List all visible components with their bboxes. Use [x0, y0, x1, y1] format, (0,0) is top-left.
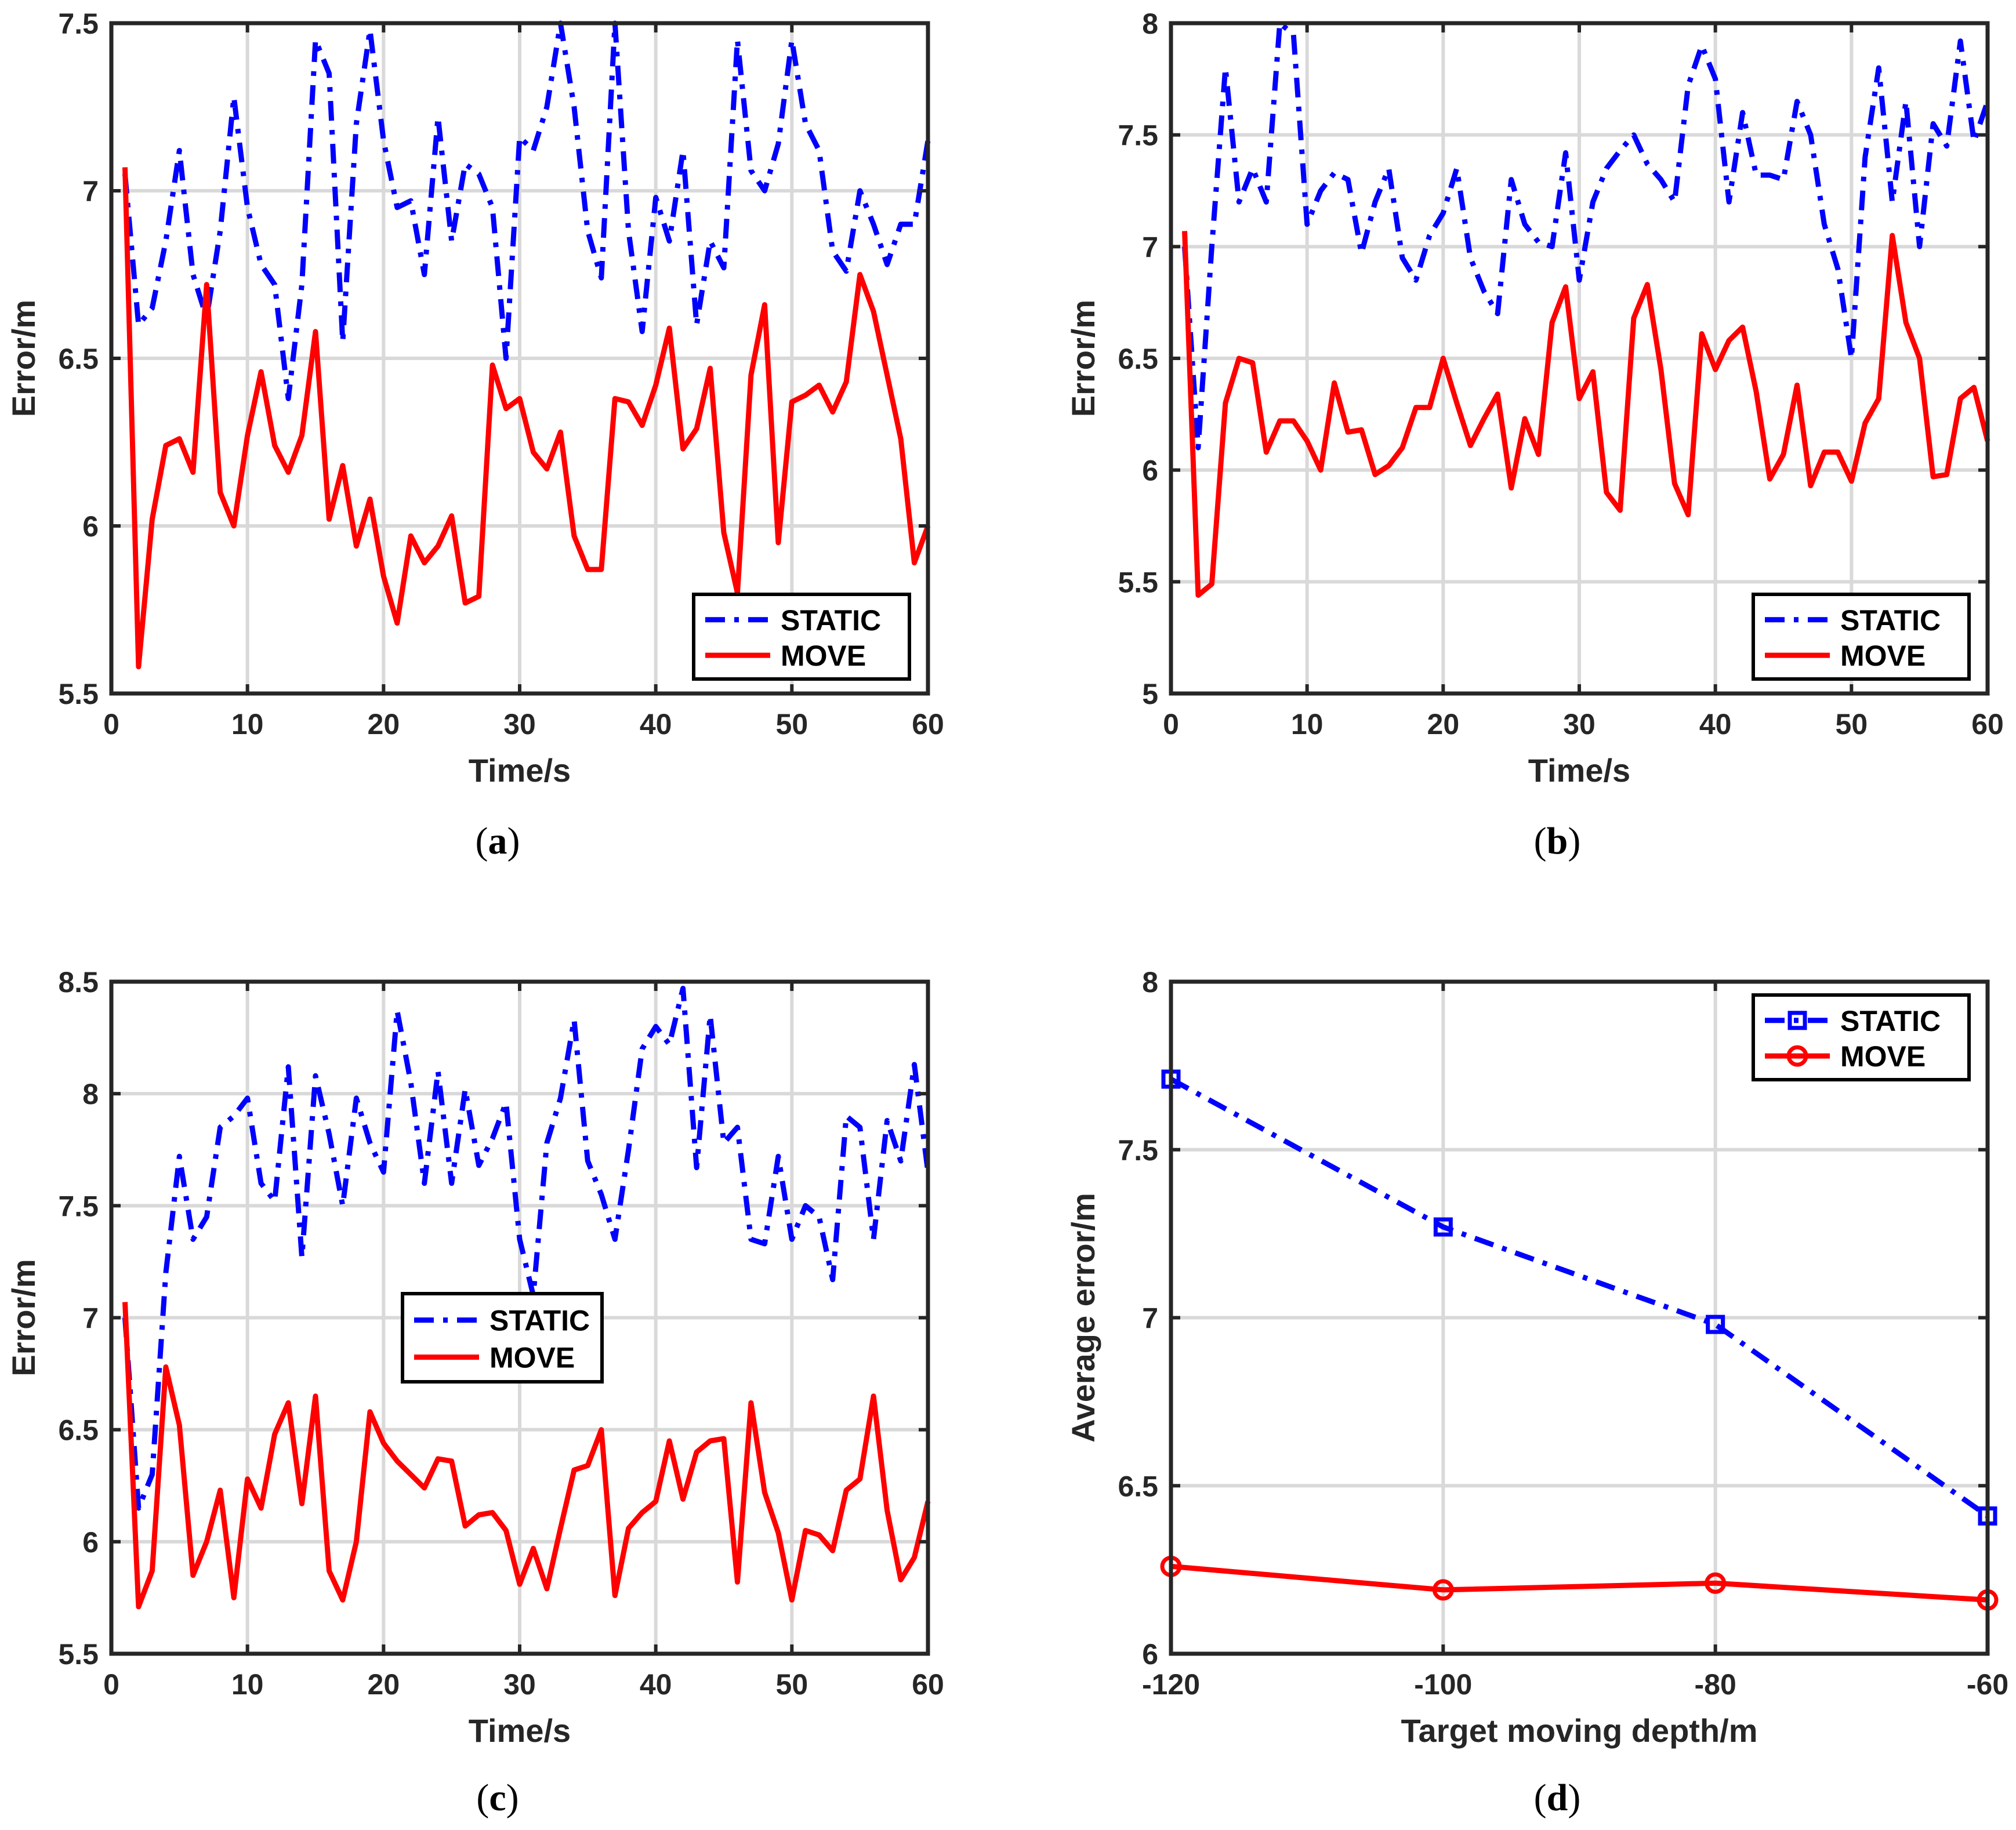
panel-caption-a: (a) — [476, 820, 520, 862]
y-tick-label: 7.5 — [58, 1190, 99, 1222]
legend-label-static: STATIC — [490, 1305, 590, 1337]
panel-c: (c) 0 10 20 30 40 50 60 5.5 6 6.5 7 7.5 8 8.5 Time/s Er… — [5, 966, 944, 1819]
x-tick-label: 40 — [1699, 708, 1732, 740]
x-tick-label: 40 — [640, 1668, 672, 1701]
x-tick-label: 30 — [503, 1668, 536, 1701]
y-tick-label: 8 — [1142, 8, 1158, 40]
panel-a: (a) 0 10 20 30 40 50 60 5.5 6 6.5 7 7.5 Time/s Error/… — [5, 8, 944, 862]
panel-caption-b: (b) — [1534, 820, 1581, 862]
x-tick-label: 50 — [776, 1668, 808, 1701]
x-tick-label: 10 — [231, 708, 264, 740]
legend-box — [1752, 993, 1971, 1081]
data-point-move — [1432, 1579, 1454, 1601]
series-line-move — [1182, 231, 1990, 598]
x-tick-label: 0 — [103, 708, 119, 740]
y-tick-label: 5 — [1142, 678, 1158, 710]
series-line-move — [122, 167, 931, 670]
y-tick-label: 7.5 — [1118, 1134, 1158, 1167]
y-tick-label: 6.5 — [1118, 1470, 1158, 1502]
legend-label-move: MOVE — [490, 1341, 575, 1374]
y-tick-label: 6 — [1142, 455, 1158, 487]
x-tick-label: 60 — [912, 708, 944, 740]
y-tick-label: 6.5 — [1118, 343, 1158, 375]
y-axis-label: Error/m — [1065, 300, 1101, 417]
x-axis-label: Time/s — [469, 752, 571, 789]
y-tick-label: 6 — [1142, 1638, 1158, 1671]
x-axis-label: Time/s — [1528, 752, 1630, 789]
y-tick-label: 7.5 — [1118, 119, 1158, 152]
x-tick-label: 20 — [368, 1668, 400, 1701]
x-tick-label: 50 — [1836, 708, 1868, 740]
panel-caption-d: (d) — [1534, 1777, 1581, 1819]
x-tick-label: 50 — [776, 708, 808, 740]
legend-label-static: STATIC — [781, 604, 881, 637]
y-tick-label: 7.5 — [58, 8, 99, 40]
panel-caption-c: (c) — [476, 1777, 518, 1819]
legend-label-move: MOVE — [1840, 1040, 1926, 1073]
y-tick-label: 5.5 — [58, 1638, 99, 1671]
series-line-move — [122, 1302, 931, 1610]
y-tick-label: 6.5 — [58, 1414, 99, 1447]
x-tick-label: 30 — [503, 708, 536, 740]
y-tick-label: 6.5 — [58, 343, 99, 375]
x-tick-label: 10 — [1291, 708, 1324, 740]
y-tick-label: 5.5 — [1118, 566, 1158, 598]
x-tick-label: -60 — [1967, 1668, 2008, 1701]
legend-box — [692, 593, 911, 681]
x-tick-label: 10 — [231, 1668, 264, 1701]
y-tick-label: 8.5 — [58, 966, 99, 998]
legend-label-move: MOVE — [781, 640, 866, 672]
legend-label-static: STATIC — [1840, 1005, 1941, 1037]
data-point-move — [1705, 1572, 1727, 1594]
series-line-static — [1182, 20, 1990, 451]
y-tick-label: 7 — [82, 175, 99, 208]
y-tick-label: 7 — [1142, 1302, 1158, 1335]
y-tick-label: 6 — [82, 510, 99, 543]
data-point-static — [1706, 1315, 1725, 1334]
y-axis-label: Error/m — [5, 1259, 42, 1376]
x-tick-label: 20 — [368, 708, 400, 740]
x-tick-label: 0 — [103, 1668, 119, 1701]
x-tick-label: 40 — [640, 708, 672, 740]
x-axis-label: Time/s — [469, 1712, 571, 1749]
x-tick-label: -120 — [1142, 1668, 1200, 1701]
x-tick-label: 30 — [1563, 708, 1596, 740]
y-tick-label: 7 — [82, 1302, 99, 1335]
series-line-static — [122, 986, 931, 1511]
x-tick-label: -80 — [1695, 1668, 1736, 1701]
y-axis-label: Average error/m — [1065, 1193, 1101, 1443]
y-tick-label: 7 — [1142, 231, 1158, 263]
series-line-move — [1170, 1563, 1988, 1603]
y-tick-label: 8 — [1142, 966, 1158, 998]
y-tick-label: 6 — [82, 1526, 99, 1559]
x-axis-label: Target moving depth/m — [1401, 1712, 1758, 1749]
x-tick-label: 60 — [1971, 708, 2004, 740]
legend-box — [1752, 593, 1971, 681]
y-tick-label: 5.5 — [58, 678, 99, 710]
data-point-static — [1433, 1217, 1453, 1237]
legend-marker-static — [1787, 1011, 1807, 1030]
x-tick-label: 0 — [1163, 708, 1179, 740]
x-tick-label: -100 — [1414, 1668, 1472, 1701]
y-axis-label: Error/m — [5, 300, 42, 417]
legend-marker-move — [1786, 1045, 1808, 1067]
panel-b: (b) 0 10 20 30 40 50 60 5 5.5 6 6.5 7 7.5 8 Time/s Erro… — [1065, 8, 2004, 862]
x-tick-label: 20 — [1427, 708, 1460, 740]
panel-d: (d) -120 -100 -80 -60 6 6.5 7 7.5 8 Target moving… — [1065, 966, 2008, 1819]
y-tick-label: 8 — [82, 1078, 99, 1110]
series-line-static — [122, 20, 931, 401]
legend-label-static: STATIC — [1840, 604, 1941, 637]
legend-label-move: MOVE — [1840, 640, 1926, 672]
legend-box — [401, 1292, 604, 1384]
x-tick-label: 60 — [912, 1668, 944, 1701]
